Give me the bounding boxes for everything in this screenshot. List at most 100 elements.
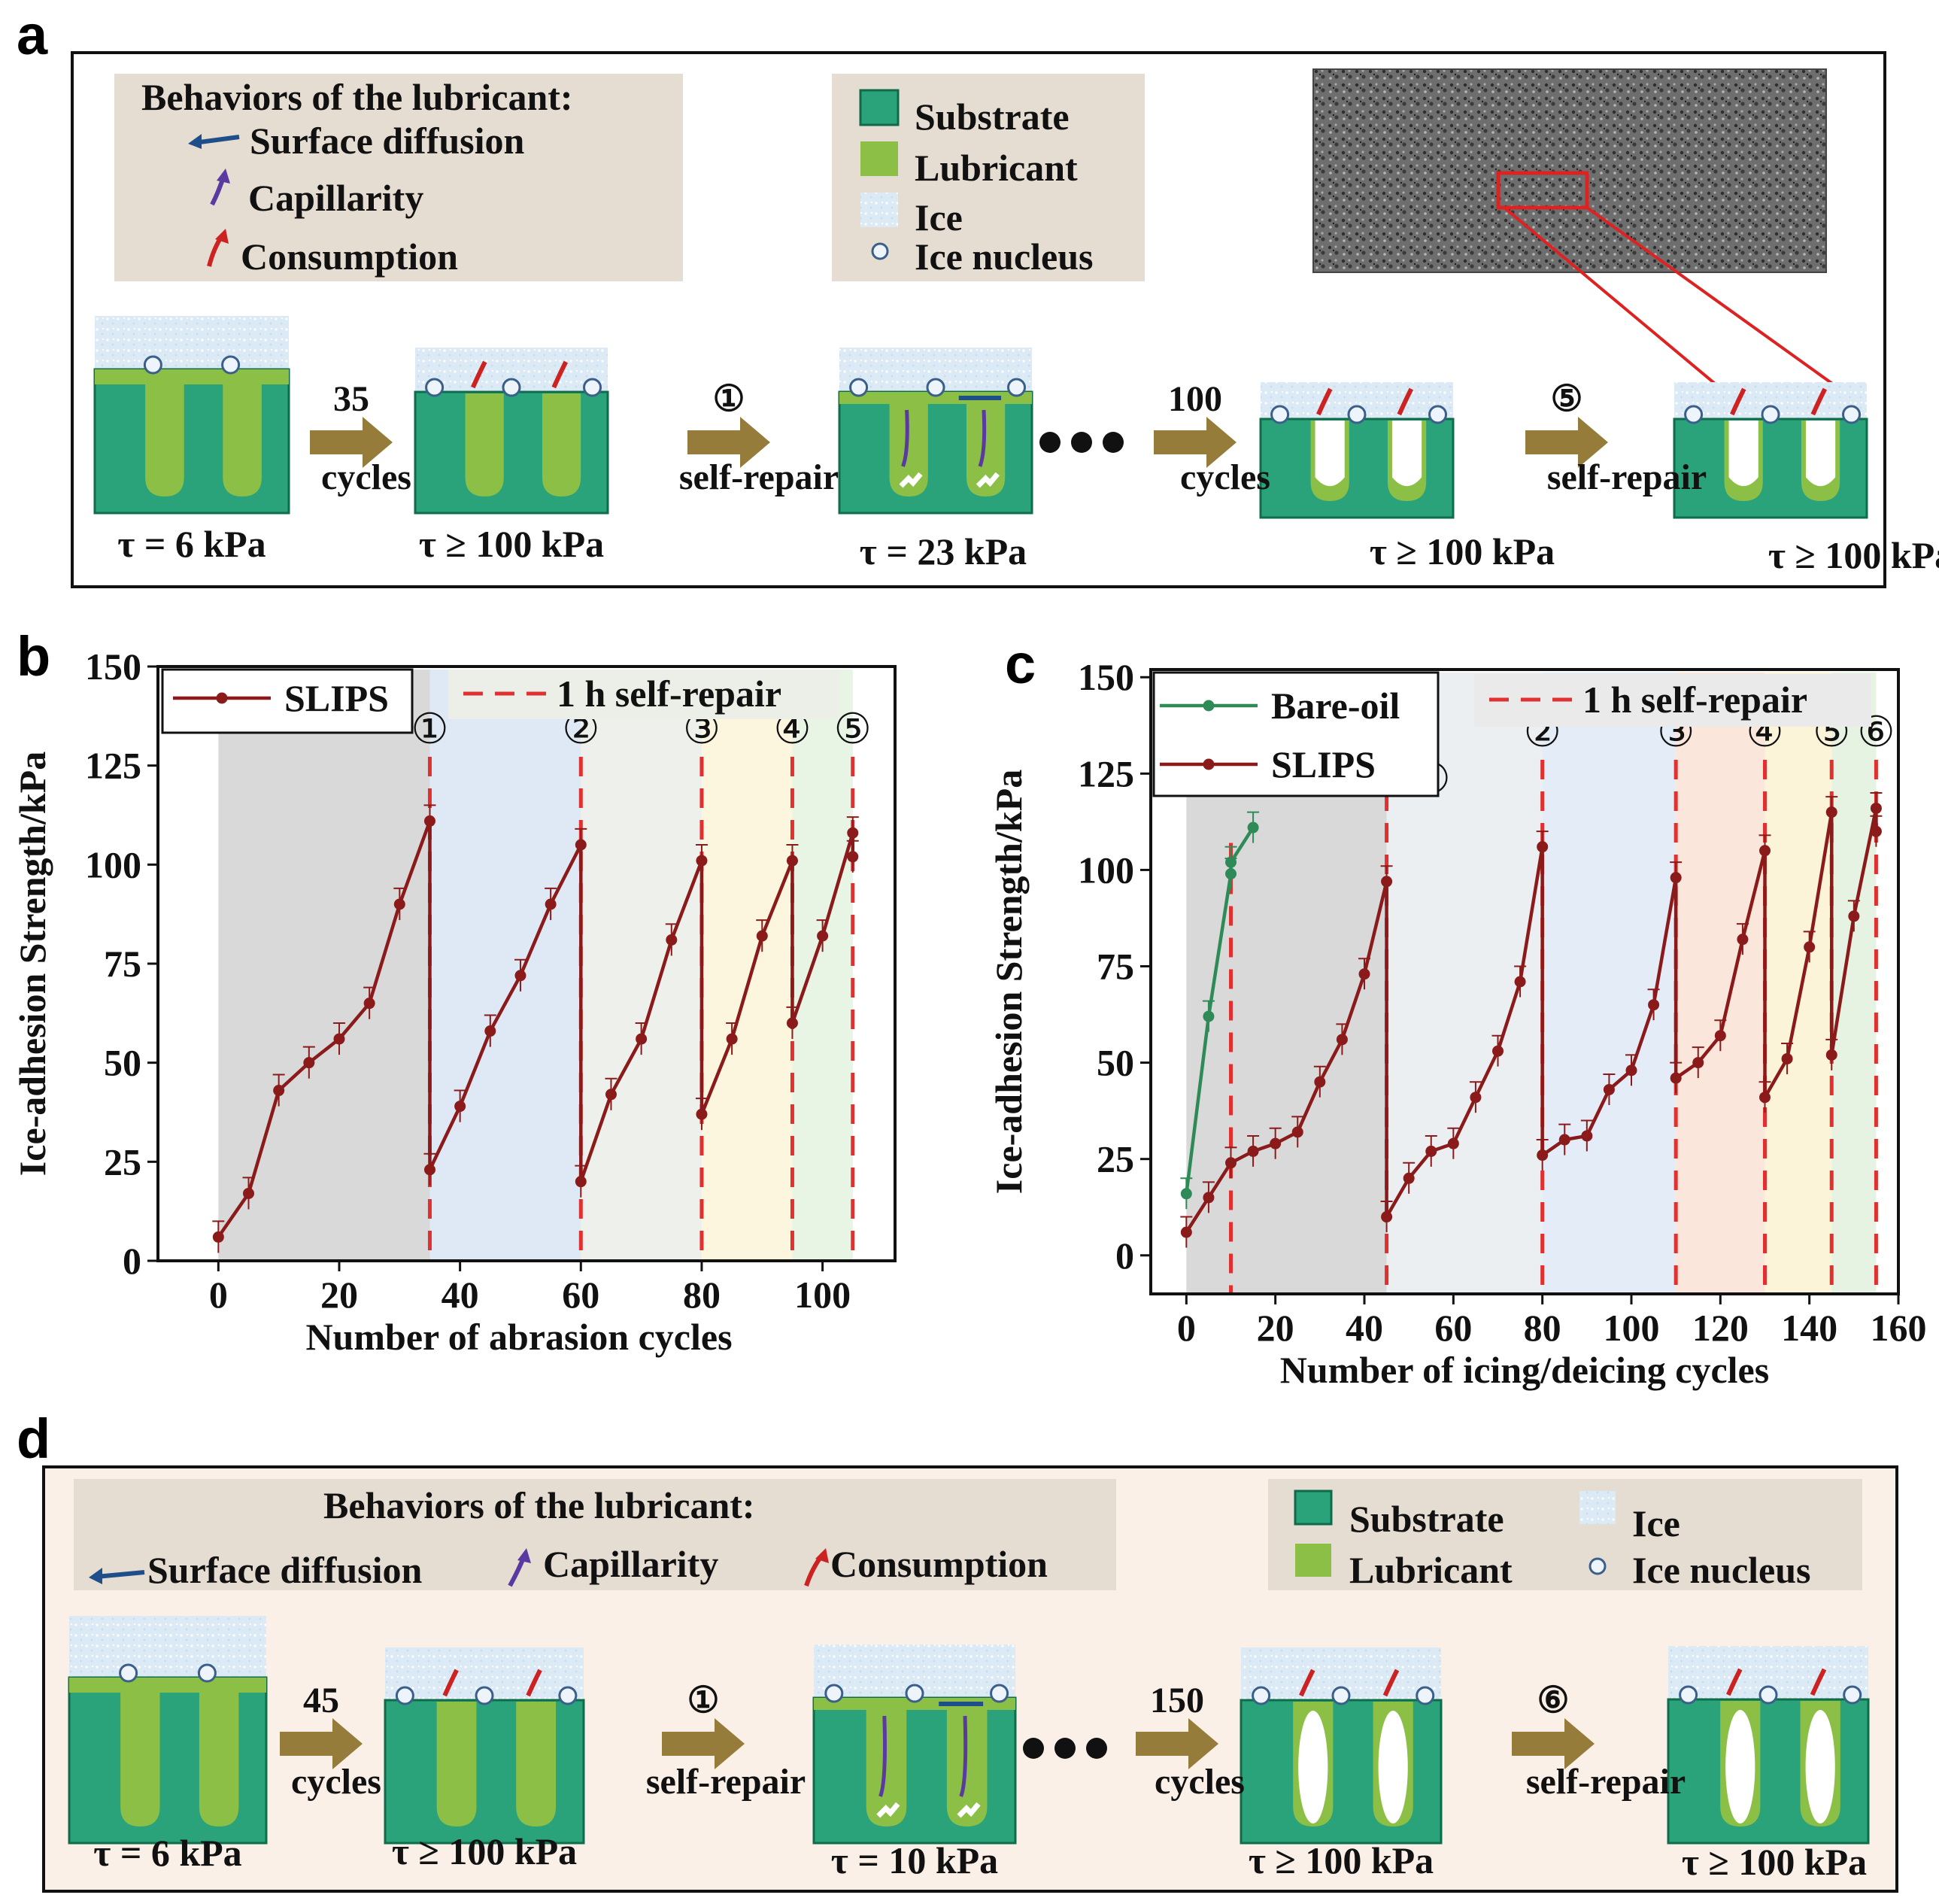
behavior-surface-diffusion-d: Surface diffusion: [147, 1549, 423, 1591]
lubricant-film: [839, 392, 1032, 404]
ellipsis-dot: [1039, 432, 1061, 453]
data-point: [1180, 1226, 1192, 1238]
x-tick-label: 0: [209, 1274, 228, 1316]
data-point: [1247, 821, 1259, 834]
behavior-surface-diffusion: Surface diffusion: [250, 120, 525, 162]
consumption-icon: [471, 360, 487, 389]
data-point: [1180, 1188, 1192, 1200]
legend-label: Bare-oil: [1271, 685, 1400, 727]
data-point: [363, 998, 375, 1010]
data-point: [1759, 845, 1771, 857]
data-point: [786, 855, 798, 867]
ice-nucleus-icon: [558, 1686, 578, 1705]
repair-flake: [957, 1802, 981, 1818]
data-point: [575, 1176, 587, 1188]
behavior-consumption-d: Consumption: [830, 1543, 1048, 1585]
lubricant-pit: [966, 393, 1006, 496]
panel-letter-c: c: [1005, 633, 1036, 695]
legend-box: [161, 668, 414, 734]
ice-nucleus-icon: [425, 378, 445, 397]
schematic-cell-a-1: [414, 348, 609, 515]
panel-letter-b: b: [17, 625, 50, 688]
legend-label: SLIPS: [1271, 743, 1376, 785]
void: [1315, 421, 1345, 487]
sem-image: [1312, 68, 1865, 423]
ice-nucleus-icon: [990, 1684, 1009, 1703]
tau-label: τ ≥ 100 kPa: [392, 1830, 577, 1872]
shade-region-5: [1831, 673, 1877, 1294]
consumption-icon: [1382, 1669, 1400, 1697]
chart-legend: Bare-oil SLIPS 1 h self-repair: [1152, 671, 1871, 797]
schematic-cell-a-3: [1259, 382, 1455, 519]
series-line-slips: [1185, 807, 1878, 1234]
ice-swatch: [860, 193, 898, 227]
x-tick-label: 0: [1177, 1307, 1196, 1349]
behaviors-legend-bg: [114, 74, 683, 281]
process-arrow-icon-a-2: [1154, 417, 1237, 468]
data-point: [1581, 1130, 1593, 1142]
step-label: cycles: [1155, 1762, 1245, 1802]
legend-ice: Ice: [915, 196, 963, 238]
panel-letter-a: a: [17, 4, 48, 66]
legend-label: SLIPS: [284, 677, 389, 719]
y-tick-label: 150: [1078, 656, 1134, 698]
lubricant-film: [814, 1698, 1015, 1710]
y-tick-label: 100: [85, 843, 141, 885]
data-point: [1358, 968, 1370, 980]
repair-number: ①: [411, 705, 448, 754]
legend-marker: [1203, 758, 1215, 770]
ice-nucleus-icon: [1252, 1686, 1271, 1705]
step-label: cycles: [291, 1762, 381, 1802]
data-point: [786, 1017, 798, 1029]
step-number: 35: [333, 379, 369, 419]
y-tick-label: 150: [85, 645, 141, 688]
ice-nucleus-icon: [1331, 1686, 1351, 1705]
tau-label: τ = 23 kPa: [860, 530, 1027, 572]
tau-label: τ ≥ 100 kPa: [1682, 1841, 1867, 1883]
consumption-icon: [1726, 1668, 1743, 1696]
data-point: [1714, 1030, 1726, 1042]
ice-nucleus-icon: [1428, 405, 1448, 424]
tau-label: τ = 6 kPa: [117, 523, 266, 565]
data-point: [1804, 941, 1816, 953]
consumption-icon: [1810, 1668, 1827, 1696]
data-point: [1825, 1049, 1837, 1061]
tau-label: τ ≥ 100 kPa: [419, 523, 604, 565]
behaviors-legend-bg-d: [74, 1479, 1116, 1590]
behaviors-legend-title-d: Behaviors of the lubricant:: [323, 1484, 755, 1526]
substrate-swatch-d: [1294, 1489, 1333, 1526]
ice-nucleus-icon: [502, 378, 521, 397]
data-point: [696, 1108, 708, 1120]
ice-nucleus-icon: [871, 242, 889, 260]
data-point: [1825, 806, 1837, 818]
data-point: [817, 930, 829, 942]
data-point: [1203, 1010, 1215, 1022]
step-number: 45: [303, 1681, 339, 1720]
behaviors-legend-a: Behaviors of the lubricant: Surface diff…: [114, 74, 683, 281]
schematic-cell-a-0: [93, 316, 290, 515]
data-point: [1225, 1157, 1237, 1169]
data-point: [1692, 1057, 1704, 1069]
consumption-icon: [1397, 387, 1414, 416]
shade-region-0: [218, 670, 430, 1261]
schematic-cell-d-4: [1667, 1646, 1870, 1845]
lubricant-pit: [145, 371, 184, 496]
data-point: [666, 934, 678, 946]
x-tick-label: 20: [320, 1274, 358, 1316]
ice-nucleus-icon: [1761, 405, 1780, 424]
legend-label: 1 h self-repair: [1582, 679, 1807, 721]
ice-nucleus-icon: [1842, 405, 1862, 424]
ice-nucleus-icon: [583, 378, 602, 397]
legend-lubricant-d: Lubricant: [1349, 1549, 1513, 1591]
data-point: [847, 851, 859, 863]
tau-label: τ ≥ 100 kPa: [1249, 1839, 1434, 1881]
consumption-icon: [1316, 387, 1333, 416]
x-axis-label: Number of abrasion cycles: [305, 1316, 732, 1358]
ice-layer: [69, 1616, 266, 1682]
shade-region-3: [1676, 673, 1765, 1294]
void: [1728, 421, 1758, 487]
ice-nucleus-icon: [849, 378, 869, 397]
behavior-capillarity: Capillarity: [248, 177, 423, 219]
ice-nucleus-icon: [143, 355, 162, 375]
data-point: [514, 970, 526, 982]
